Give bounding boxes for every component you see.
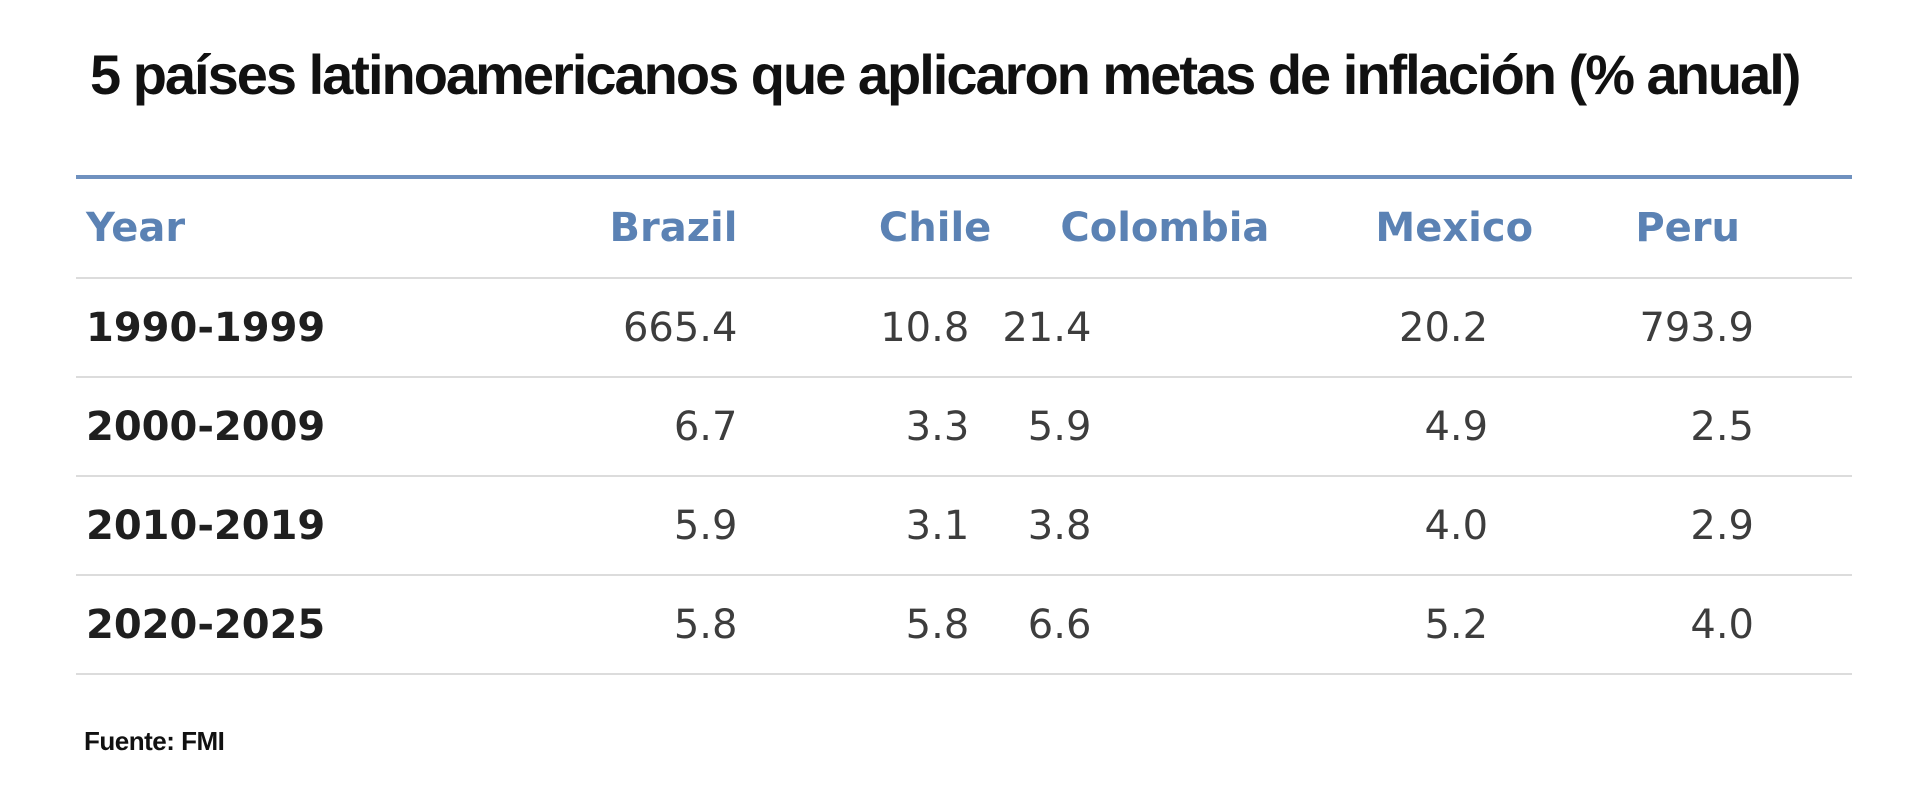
peru-cell: 793.9 — [1593, 278, 1852, 378]
peru-cell: 2.9 — [1593, 476, 1852, 576]
brazil-cell: 5.9 — [510, 476, 739, 576]
inflation-table: Year Brazil Chile Colombia Mexico Peru 1… — [76, 175, 1852, 675]
brazil-cell: 665.4 — [510, 278, 739, 378]
chile-cell: 10.8 — [738, 278, 992, 378]
row-year-cell: 2000-2009 — [76, 377, 511, 477]
brazil-cell: 6.7 — [510, 377, 739, 477]
mexico-cell: 4.0 — [1269, 476, 1594, 576]
table-row: 2020-2025 5.8 5.8 6.6 5.2 4.0 — [76, 575, 1852, 675]
chile-cell: 5.8 — [738, 575, 992, 675]
row-year-cell: 1990-1999 — [76, 278, 511, 378]
column-header-chile: Chile — [738, 179, 992, 279]
header-row: Year Brazil Chile Colombia Mexico Peru — [76, 179, 1852, 279]
colombia-cell: 3.8 — [991, 476, 1270, 576]
chart-title: 5 países latinoamericanos que aplicaron … — [90, 43, 1801, 106]
column-header-mexico: Mexico — [1269, 179, 1594, 279]
brazil-cell: 5.8 — [510, 575, 739, 675]
table-row: 2000-2009 6.7 3.3 5.9 4.9 2.5 — [76, 377, 1852, 477]
column-header-year: Year — [76, 179, 511, 279]
column-header-brazil: Brazil — [510, 179, 739, 279]
table-row: 2010-2019 5.9 3.1 3.8 4.0 2.9 — [76, 476, 1852, 576]
row-year-cell: 2010-2019 — [76, 476, 511, 576]
chile-cell: 3.3 — [738, 377, 992, 477]
table-row: 1990-1999 665.4 10.8 21.4 20.2 793.9 — [76, 278, 1852, 378]
mexico-cell: 20.2 — [1269, 278, 1594, 378]
chile-cell: 3.1 — [738, 476, 992, 576]
colombia-cell: 21.4 — [991, 278, 1270, 378]
column-header-peru: Peru — [1593, 179, 1852, 279]
peru-cell: 4.0 — [1593, 575, 1852, 675]
mexico-cell: 5.2 — [1269, 575, 1594, 675]
data-table: Year Brazil Chile Colombia Mexico Peru 1… — [76, 179, 1852, 675]
row-year-cell: 2020-2025 — [76, 575, 511, 675]
colombia-cell: 6.6 — [991, 575, 1270, 675]
peru-cell: 2.5 — [1593, 377, 1852, 477]
colombia-cell: 5.9 — [991, 377, 1270, 477]
column-header-colombia: Colombia — [991, 179, 1270, 279]
source-note: Fuente: FMI — [84, 726, 225, 756]
table-top-rule — [76, 175, 1852, 179]
mexico-cell: 4.9 — [1269, 377, 1594, 477]
